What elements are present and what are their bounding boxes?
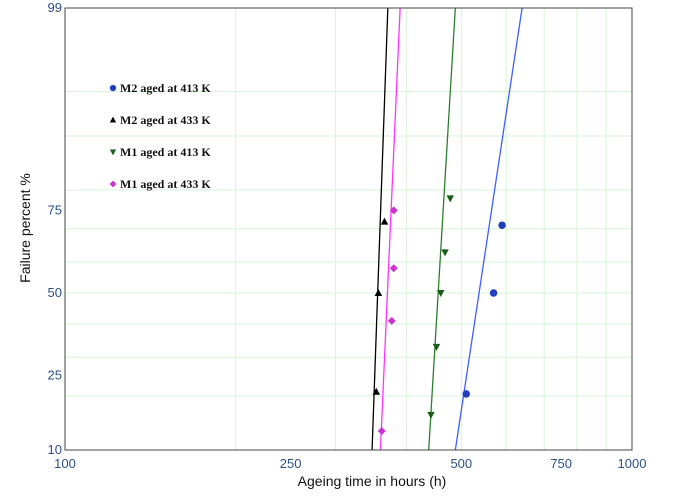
data-point-series-4: [389, 206, 398, 215]
fit-lines: [371, 8, 523, 450]
data-point-series-3: [441, 249, 449, 257]
fit-line-series-3: [428, 8, 456, 450]
data-point-series-1: [489, 289, 498, 297]
legend-label-series-1: M2 aged at 413 K: [120, 81, 211, 95]
data-point-series-4: [387, 316, 396, 325]
data-point-series-3: [437, 289, 445, 297]
data-point-series-4: [377, 426, 386, 435]
x-tick-label: 500: [450, 456, 472, 471]
y-axis-title: Failure percent %: [17, 173, 33, 283]
y-tick-label: 50: [48, 285, 62, 300]
legend-label-series-3: M1 aged at 413 K: [120, 145, 211, 159]
fit-line-series-2: [371, 8, 389, 450]
data-point-series-1: [462, 390, 470, 398]
legend: M2 aged at 413 K M2 aged at 433 K M1 aged …: [109, 81, 211, 191]
x-tick-label: 250: [280, 456, 302, 471]
legend-label-series-2: M2 aged at 433 K: [120, 113, 211, 127]
data-point-series-3: [432, 343, 441, 351]
legend-marker-series-2: [109, 116, 117, 123]
data-point-series-2: [372, 387, 381, 395]
x-tick-label: 100: [54, 456, 76, 471]
fit-line-series-1: [454, 8, 523, 450]
legend-marker-series-3: [109, 149, 117, 156]
data-point-series-3: [427, 411, 435, 419]
data-point-series-3: [446, 195, 454, 203]
legend-label-series-4: M1 aged at 433 K: [120, 177, 211, 191]
y-tick-label: 25: [48, 368, 62, 383]
x-tick-label: 750: [550, 456, 572, 471]
data-point-series-4: [389, 264, 398, 273]
fit-line-series-4: [379, 8, 401, 450]
data-point-series-1: [498, 221, 506, 229]
data-point-series-2: [374, 288, 383, 296]
y-tick-label: 10: [48, 442, 62, 457]
legend-marker-series-1: [109, 84, 117, 92]
data-point-series-2: [380, 217, 389, 225]
x-tick-label: 1000: [618, 456, 647, 471]
y-tick-label: 99: [48, 0, 62, 15]
legend-marker-series-4: [109, 180, 117, 188]
x-axis-title: Ageing time in hours (h): [298, 473, 447, 489]
plot-frame: [64, 7, 633, 451]
tick-labels: 100 250 500 750 1000 10 25 50 75 99: [48, 0, 647, 471]
y-tick-label: 75: [48, 202, 62, 217]
data-points: [372, 195, 506, 435]
